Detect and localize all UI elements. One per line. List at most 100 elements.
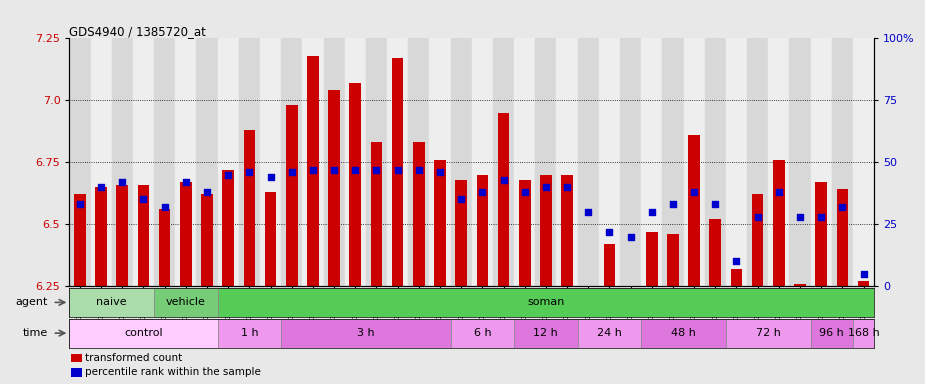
Point — [284, 169, 299, 175]
Bar — [350, 83, 361, 286]
Bar — [705, 38, 726, 286]
Point — [581, 209, 596, 215]
Point — [814, 214, 829, 220]
Point — [305, 167, 320, 173]
FancyBboxPatch shape — [514, 319, 577, 348]
FancyBboxPatch shape — [281, 319, 450, 348]
Point — [623, 233, 638, 240]
Bar — [577, 38, 598, 286]
Text: vehicle: vehicle — [166, 297, 205, 308]
FancyBboxPatch shape — [450, 319, 514, 348]
Point — [433, 169, 448, 175]
Bar — [598, 38, 620, 286]
Bar — [74, 194, 86, 286]
Bar — [747, 38, 769, 286]
Bar — [450, 38, 472, 286]
Text: 24 h: 24 h — [597, 328, 622, 338]
Bar — [561, 175, 573, 286]
Bar — [684, 38, 705, 286]
Point — [327, 167, 341, 173]
Bar — [281, 38, 302, 286]
Bar — [265, 192, 277, 286]
Point — [390, 167, 405, 173]
Point — [242, 169, 257, 175]
Bar — [345, 38, 366, 286]
Point — [857, 271, 871, 277]
Bar — [731, 269, 742, 286]
Bar — [95, 187, 107, 286]
Bar — [328, 90, 339, 286]
Bar — [154, 38, 175, 286]
Text: 1 h: 1 h — [240, 328, 258, 338]
Text: 6 h: 6 h — [474, 328, 491, 338]
Bar — [832, 38, 853, 286]
Bar — [413, 142, 425, 286]
Point — [708, 201, 722, 207]
Point — [729, 258, 744, 264]
Bar — [641, 38, 662, 286]
Bar — [726, 38, 747, 286]
Bar — [91, 38, 112, 286]
Bar — [498, 113, 510, 286]
Bar — [112, 38, 133, 286]
Bar — [260, 38, 281, 286]
Bar — [159, 209, 170, 286]
Point — [475, 189, 489, 195]
Bar — [519, 180, 531, 286]
Text: control: control — [124, 328, 163, 338]
Bar — [180, 182, 191, 286]
Text: 3 h: 3 h — [357, 328, 375, 338]
Bar — [324, 38, 345, 286]
Point — [517, 189, 532, 195]
Bar — [853, 38, 874, 286]
Point — [136, 196, 151, 202]
Bar — [138, 185, 149, 286]
Bar — [476, 175, 488, 286]
Bar — [769, 38, 789, 286]
Bar — [302, 38, 324, 286]
Bar — [434, 160, 446, 286]
Bar — [752, 194, 763, 286]
Bar — [624, 286, 636, 293]
Bar — [857, 281, 869, 286]
Bar — [688, 135, 700, 286]
Bar — [836, 189, 848, 286]
Bar — [371, 142, 382, 286]
Text: 168 h: 168 h — [847, 328, 880, 338]
Point — [348, 167, 363, 173]
Bar — [307, 56, 319, 286]
Bar — [117, 185, 129, 286]
Text: GDS4940 / 1385720_at: GDS4940 / 1385720_at — [69, 25, 206, 38]
Point — [665, 201, 680, 207]
Bar — [789, 38, 810, 286]
Point — [771, 189, 786, 195]
Bar — [387, 38, 408, 286]
Bar — [557, 38, 577, 286]
Point — [369, 167, 384, 173]
Bar — [540, 175, 551, 286]
FancyBboxPatch shape — [641, 319, 726, 348]
Bar — [239, 38, 260, 286]
FancyBboxPatch shape — [154, 288, 217, 317]
Bar — [709, 219, 722, 286]
Point — [645, 209, 660, 215]
FancyBboxPatch shape — [577, 319, 641, 348]
Text: naive: naive — [96, 297, 127, 308]
Text: 72 h: 72 h — [756, 328, 781, 338]
Bar — [243, 130, 255, 286]
Point — [200, 189, 215, 195]
Bar — [217, 38, 239, 286]
Point — [221, 172, 236, 178]
Bar — [408, 38, 429, 286]
Bar — [810, 38, 832, 286]
Point — [750, 214, 765, 220]
Bar — [175, 38, 196, 286]
Point — [157, 204, 172, 210]
Bar — [472, 38, 493, 286]
Bar — [493, 38, 514, 286]
Bar — [202, 194, 213, 286]
Point — [793, 214, 808, 220]
FancyBboxPatch shape — [217, 288, 874, 317]
Point — [538, 184, 553, 190]
FancyBboxPatch shape — [853, 319, 874, 348]
